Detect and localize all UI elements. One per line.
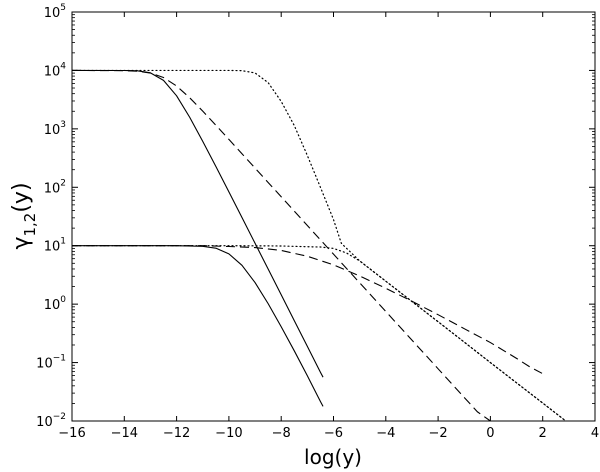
y-tick-label: 101 — [44, 237, 66, 255]
x-tick-label: −2 — [429, 426, 448, 441]
y-tick-label: 105 — [44, 3, 66, 21]
x-tick-label: −12 — [163, 426, 190, 441]
series-line-2-dashed — [72, 69, 491, 421]
plot-background — [72, 12, 595, 421]
y-tick-label: 103 — [44, 120, 66, 138]
series-line-6-dotted — [72, 245, 567, 421]
x-tick-label: 0 — [486, 426, 494, 441]
x-axis-label: log(y) — [304, 445, 362, 469]
series-line-4-solid — [72, 245, 324, 407]
y-tick-label: 100 — [44, 295, 67, 313]
y-tick-label: 10−2 — [36, 412, 66, 430]
x-tick-label: −6 — [324, 426, 343, 441]
y-axis-label-suffix: (y) — [9, 182, 34, 212]
y-axis-label-sub: 1,2 — [21, 213, 39, 237]
x-tick-label: −8 — [272, 426, 291, 441]
y-tick-label: 102 — [44, 178, 66, 196]
y-tick-label: 104 — [44, 61, 67, 79]
y-tick-label: 10−1 — [36, 354, 66, 372]
x-tick-label: −16 — [58, 426, 85, 441]
y-axis-label-main: γ — [9, 237, 34, 250]
x-tick-label: −4 — [376, 426, 395, 441]
x-tick-label: 2 — [539, 426, 547, 441]
series-line-5-dashed — [72, 245, 543, 375]
plot-frame — [71, 11, 596, 422]
x-tick-label: −14 — [111, 426, 138, 441]
x-tick-label: 4 — [591, 426, 599, 441]
y-axis-label: γ1,2(y) — [9, 182, 39, 249]
x-tick-label: −10 — [215, 426, 242, 441]
